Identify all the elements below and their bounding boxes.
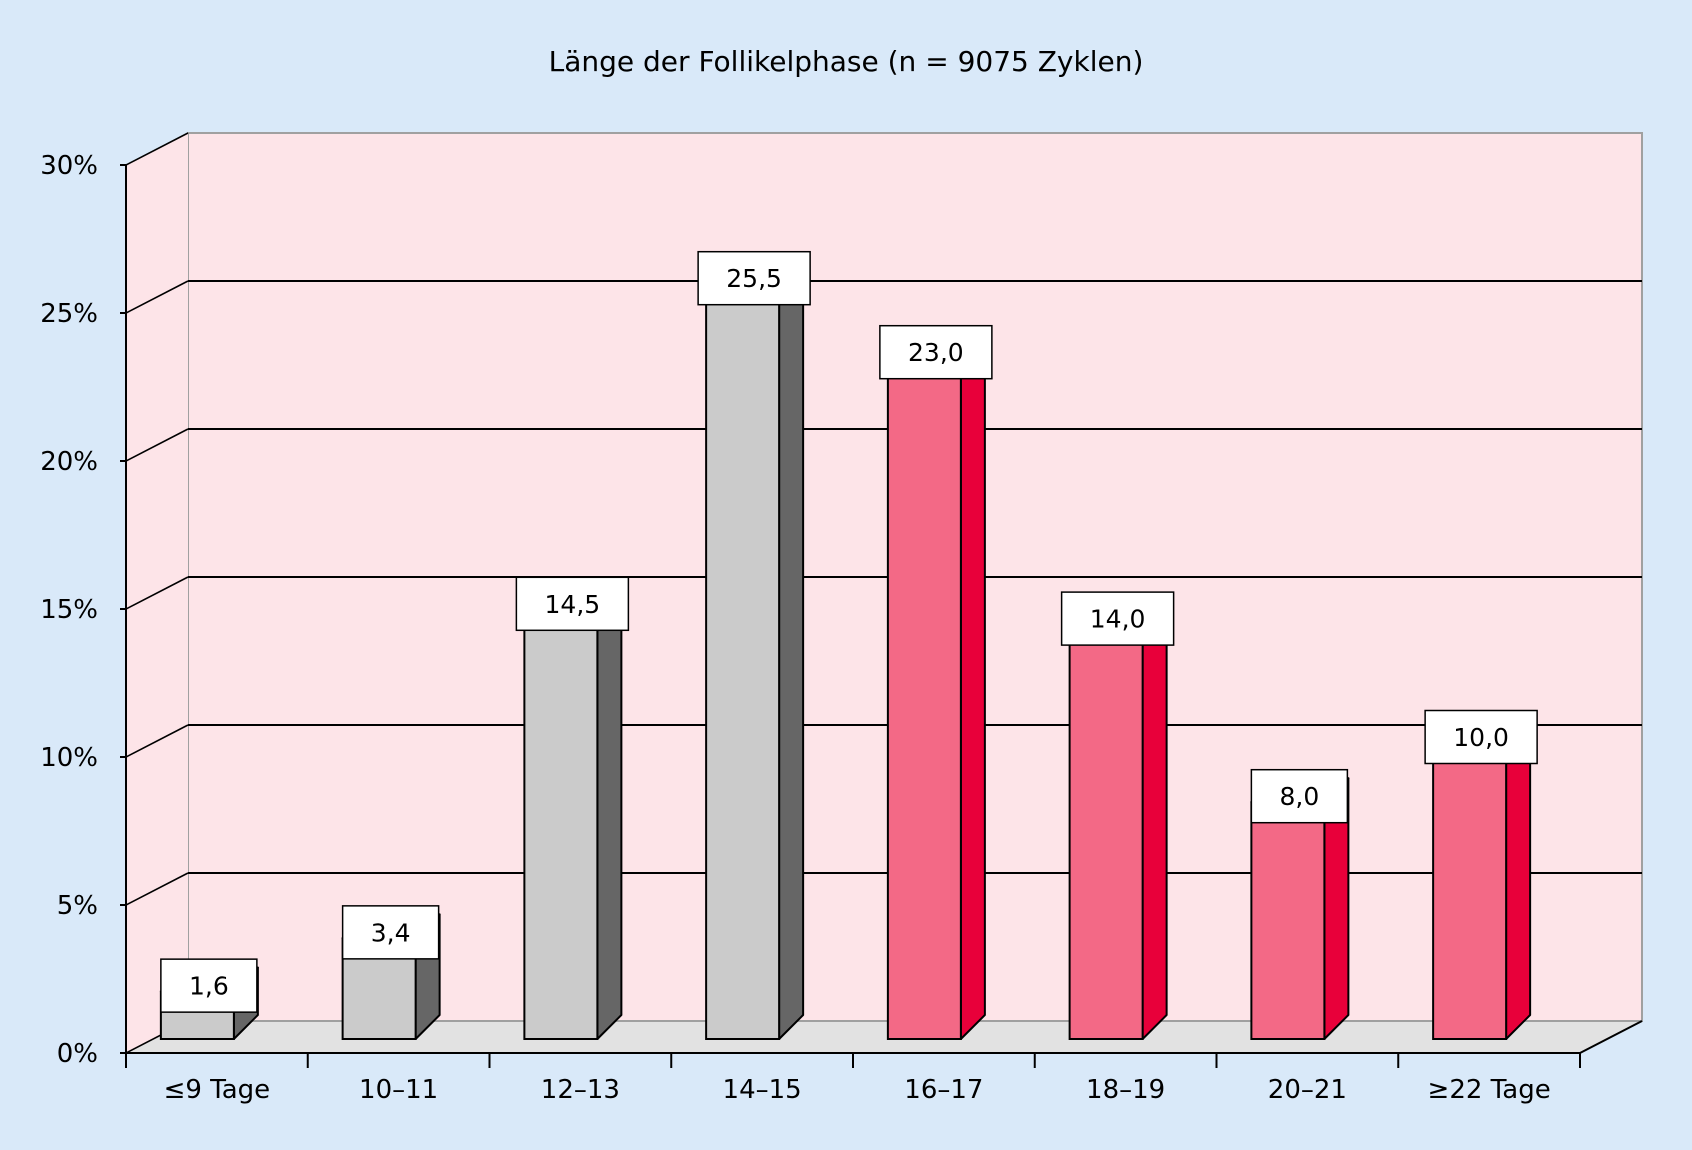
data-label: 14,0 [1090, 605, 1146, 634]
bar-side [1141, 599, 1168, 1040]
bar-front [705, 283, 781, 1040]
data-label-box [697, 250, 811, 306]
gridline-side [125, 724, 189, 758]
data-label-box [515, 576, 630, 632]
y-tick-label: 15% [40, 595, 98, 625]
bar-front [1250, 801, 1326, 1041]
bar: 25,5 [697, 250, 811, 1040]
x-tick-label: 16–17 [904, 1075, 983, 1105]
chart-title: Länge der Follikelphase (n = 9075 Zyklen… [549, 45, 1144, 78]
data-label: 25,5 [726, 264, 782, 293]
data-label-box [879, 324, 993, 380]
y-tick-label: 25% [40, 299, 98, 329]
gridline-side [125, 872, 189, 906]
gridline-side [125, 280, 189, 314]
data-label-box [160, 958, 258, 1013]
bar: 1,6 [159, 958, 259, 1041]
data-label-box [1060, 591, 1175, 646]
bar: 8,0 [1250, 768, 1350, 1041]
bar: 3,4 [341, 905, 441, 1040]
x-tick-label: 10–11 [359, 1075, 438, 1105]
floor-right-edge [1579, 1020, 1643, 1054]
bar: 23,0 [879, 324, 993, 1040]
x-tick-label: ≤9 Tage [164, 1075, 271, 1105]
data-label: 3,4 [371, 918, 411, 947]
y-tick-label: 5% [57, 891, 98, 921]
bar-front [1432, 742, 1508, 1040]
data-label: 10,0 [1453, 723, 1509, 752]
data-label-box [341, 905, 440, 960]
x-tick-label: 14–15 [723, 1075, 802, 1105]
bar-front [1068, 623, 1144, 1040]
bar-front [523, 608, 599, 1040]
bar-side [596, 584, 623, 1040]
bars-group: 1,6 3,4 14,5 25,5 23,0 14,0 8,0 10,0 [159, 250, 1538, 1041]
x-tick-label: ≥22 Tage [1428, 1075, 1551, 1105]
x-tick-label: 18–19 [1086, 1075, 1165, 1105]
data-label: 8,0 [1279, 782, 1319, 811]
y-tick-label: 0% [57, 1039, 98, 1069]
x-axis: ≤9 Tage 10–11 12–13 14–15 16–17 18–19 20–21 ≥22… [125, 1052, 1581, 1105]
y-tick-label: 30% [40, 151, 98, 181]
data-label: 23,0 [908, 338, 964, 367]
x-tick-label: 20–21 [1268, 1075, 1347, 1105]
bar-front [886, 357, 962, 1040]
bar: 10,0 [1424, 709, 1538, 1040]
bar: 14,0 [1060, 591, 1175, 1040]
x-tick-label: 12–13 [541, 1075, 620, 1105]
bar-side [778, 259, 805, 1040]
y-axis: 0% 5% 10% 15% 20% 25% 30% [40, 151, 127, 1069]
data-label-box [1250, 768, 1349, 824]
bar: 14,5 [515, 576, 630, 1040]
gridline-side [125, 132, 189, 166]
data-label: 14,5 [545, 590, 601, 619]
gridline-side [125, 576, 189, 610]
bar-side [959, 333, 986, 1040]
bar-side [1505, 718, 1532, 1040]
gridline-side [125, 428, 189, 462]
y-tick-label: 10% [40, 743, 98, 773]
y-tick-label: 20% [40, 447, 98, 477]
data-label-box [1424, 709, 1538, 765]
data-label: 1,6 [189, 972, 229, 1001]
